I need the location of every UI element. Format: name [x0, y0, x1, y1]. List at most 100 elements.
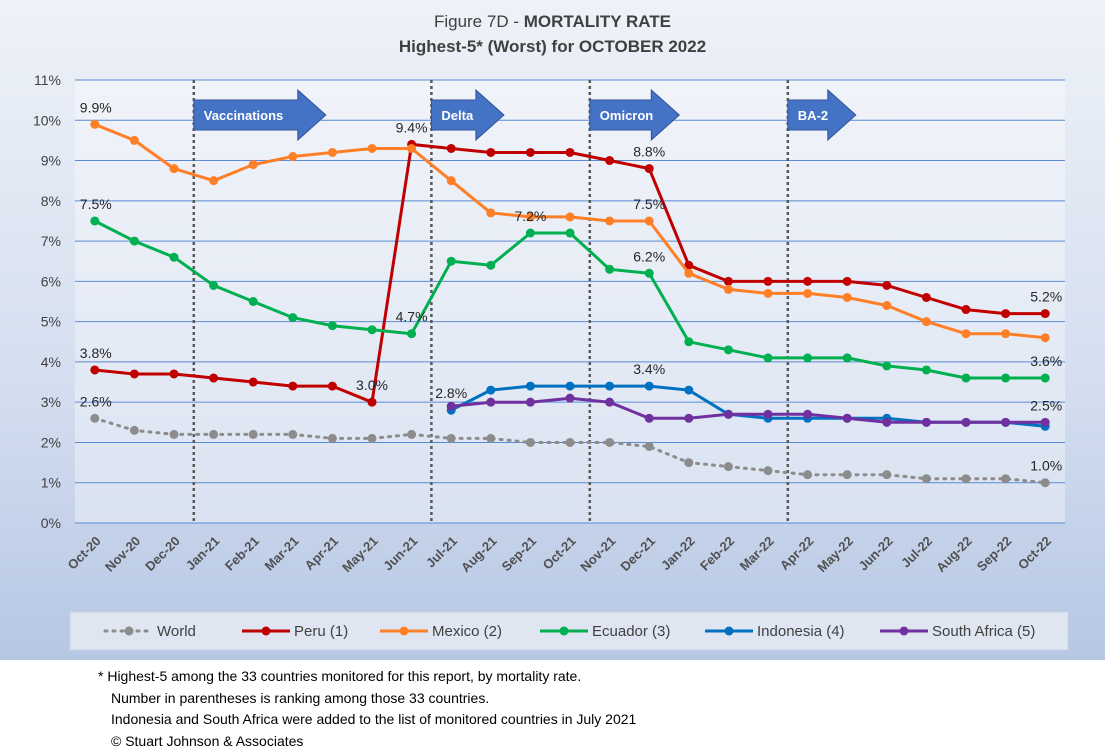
- footnote-line: Indonesia and South Africa were added to…: [111, 711, 637, 727]
- phase-arrow: [787, 88, 857, 142]
- line-chart: 0%1%2%3%4%5%6%7%8%9%10%11%Oct-20Nov-20De…: [33, 72, 1069, 651]
- x-tick-label: Jan-22: [658, 533, 698, 573]
- data-point: [763, 276, 773, 286]
- legend-label: Ecuador (3): [592, 623, 670, 640]
- data-point: [209, 429, 219, 439]
- data-point: [446, 433, 456, 443]
- y-tick-label: 3%: [41, 394, 61, 410]
- data-label: 4.7%: [396, 309, 428, 325]
- data-point: [605, 397, 615, 407]
- data-label: 7.2%: [514, 208, 546, 224]
- x-tick-label: Jan-21: [183, 533, 223, 573]
- data-label: 6.2%: [633, 248, 665, 264]
- data-point: [1040, 417, 1050, 427]
- data-point: [129, 236, 139, 246]
- data-label: 3.6%: [1030, 353, 1062, 369]
- data-point: [644, 164, 654, 174]
- data-point: [882, 470, 892, 480]
- data-point: [921, 417, 931, 427]
- data-point: [723, 284, 733, 294]
- x-tick-label: Oct-21: [540, 533, 579, 572]
- data-point: [605, 437, 615, 447]
- data-point: [723, 345, 733, 355]
- data-point: [565, 381, 575, 391]
- data-point: [367, 325, 377, 335]
- x-tick-label: Feb-22: [697, 533, 737, 573]
- y-tick-label: 9%: [41, 153, 61, 169]
- data-point: [248, 429, 258, 439]
- x-tick-label: Mar-21: [261, 533, 301, 573]
- data-label: 3.4%: [633, 361, 665, 377]
- data-point: [407, 143, 417, 153]
- data-point: [209, 280, 219, 290]
- data-point: [803, 276, 813, 286]
- x-tick-label: Jul-21: [423, 533, 460, 570]
- data-point: [842, 470, 852, 480]
- legend-label: Indonesia (4): [757, 623, 845, 640]
- x-tick-label: Oct-20: [64, 533, 103, 572]
- data-label: 5.2%: [1030, 289, 1062, 305]
- x-tick-label: Apr-21: [302, 533, 342, 573]
- y-tick-label: 1%: [41, 475, 61, 491]
- data-point: [288, 313, 298, 323]
- data-label: 8.8%: [633, 144, 665, 160]
- data-point: [90, 216, 100, 226]
- data-point: [803, 470, 813, 480]
- legend-swatch-marker: [559, 626, 569, 636]
- data-point: [525, 228, 535, 238]
- data-point: [565, 393, 575, 403]
- data-point: [288, 429, 298, 439]
- phase-arrow: [430, 88, 505, 142]
- data-point: [90, 365, 100, 375]
- phase-arrow-label: Delta: [441, 108, 474, 123]
- data-point: [525, 147, 535, 157]
- phase-arrow-label: Vaccinations: [204, 108, 283, 123]
- data-point: [327, 147, 337, 157]
- data-point: [209, 373, 219, 383]
- footnote-line: Number in parentheses is ranking among t…: [111, 689, 490, 706]
- y-tick-label: 5%: [41, 314, 61, 330]
- data-point: [961, 329, 971, 339]
- data-point: [803, 353, 813, 363]
- legend-swatch-marker: [261, 626, 271, 636]
- data-point: [565, 147, 575, 157]
- footnotes: * Highest-5 among the 33 countries monit…: [98, 666, 636, 752]
- data-point: [1040, 478, 1050, 488]
- data-point: [842, 276, 852, 286]
- data-point: [1040, 373, 1050, 383]
- data-point: [327, 321, 337, 331]
- data-label: 9.4%: [396, 119, 428, 135]
- data-point: [169, 429, 179, 439]
- data-point: [90, 413, 100, 423]
- data-point: [882, 280, 892, 290]
- y-tick-label: 8%: [41, 193, 61, 209]
- data-point: [209, 176, 219, 186]
- data-point: [842, 292, 852, 302]
- legend-label: Mexico (2): [432, 623, 502, 640]
- legend-swatch-marker: [399, 626, 409, 636]
- data-point: [446, 256, 456, 266]
- data-point: [525, 397, 535, 407]
- data-point: [605, 264, 615, 274]
- y-tick-label: 4%: [41, 354, 61, 370]
- x-tick-label: Nov-20: [102, 533, 143, 574]
- series-line: [451, 396, 1046, 424]
- data-point: [921, 317, 931, 327]
- data-point: [327, 381, 337, 391]
- legend-label: Peru (1): [294, 623, 348, 640]
- data-point: [961, 305, 971, 315]
- chart-subtitle: Highest-5* (Worst) for OCTOBER 2022: [398, 37, 707, 56]
- data-point: [1001, 329, 1011, 339]
- y-tick-label: 7%: [41, 233, 61, 249]
- data-point: [644, 268, 654, 278]
- data-point: [882, 417, 892, 427]
- x-tick-label: Dec-20: [142, 533, 183, 574]
- x-tick-label: Aug-21: [458, 533, 500, 575]
- phase-arrow-label: BA-2: [798, 108, 828, 123]
- data-point: [1040, 333, 1050, 343]
- data-point: [961, 474, 971, 484]
- plot-area: [75, 80, 1065, 523]
- data-point: [1001, 309, 1011, 319]
- x-tick-label: Nov-21: [577, 533, 618, 574]
- data-point: [129, 135, 139, 145]
